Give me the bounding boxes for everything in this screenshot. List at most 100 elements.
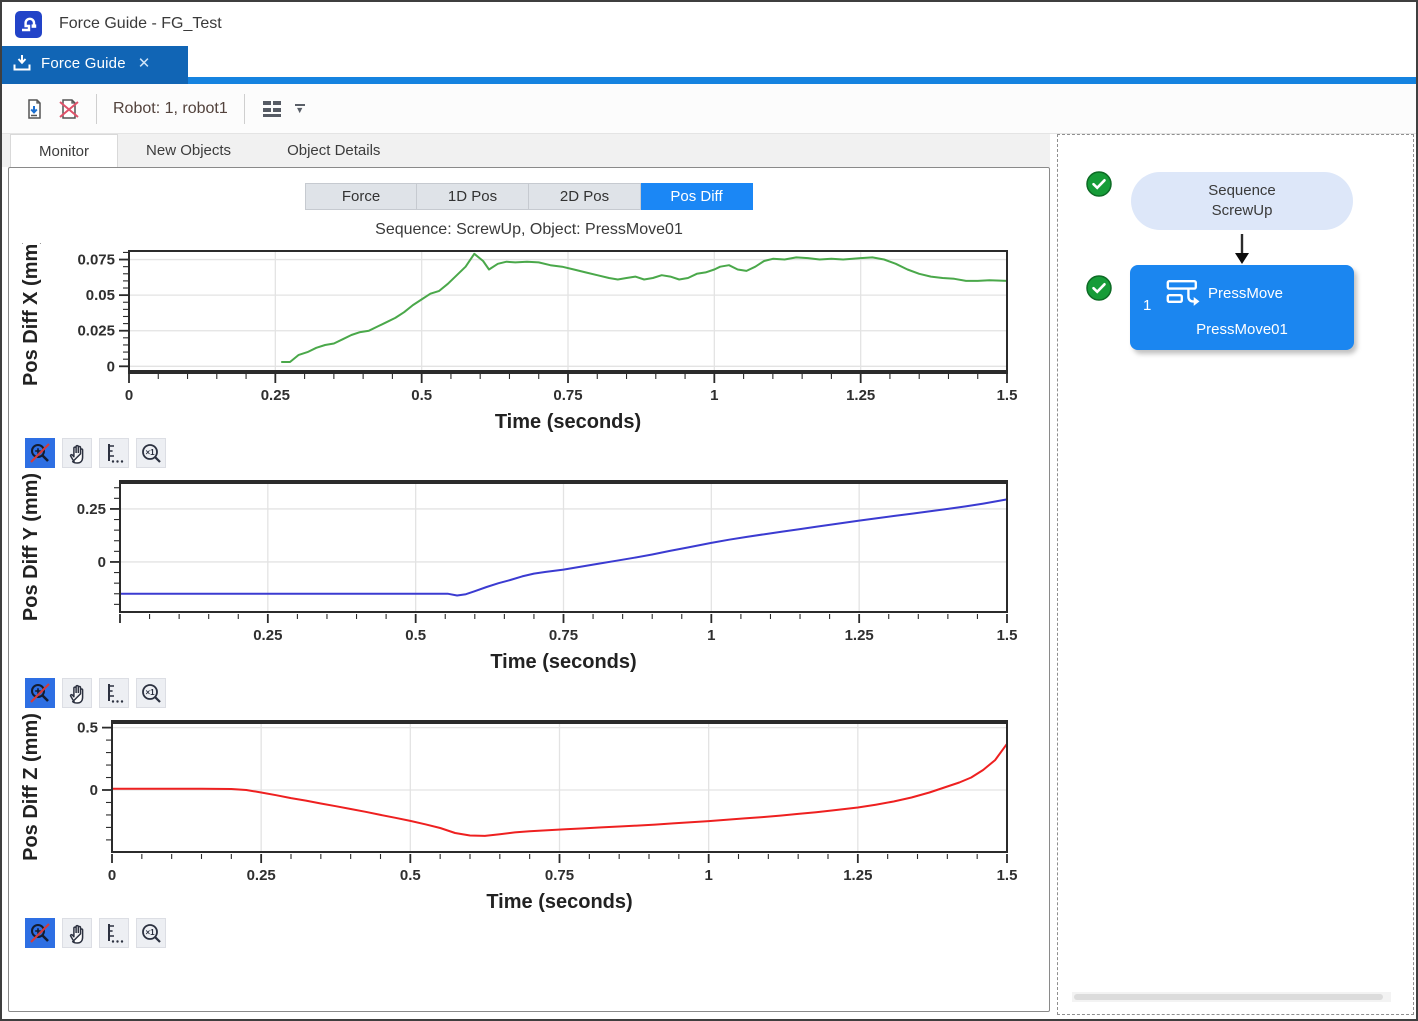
- zoom-disabled-icon: [28, 441, 52, 465]
- svg-text:1.5: 1.5: [997, 387, 1018, 404]
- horizontal-scrollbar[interactable]: [1072, 992, 1391, 1002]
- chevron-down-icon: ▼: [295, 107, 304, 113]
- download-icon: [12, 54, 32, 72]
- axis-scale-button[interactable]: [99, 678, 129, 708]
- axis-scale-button[interactable]: [99, 438, 129, 468]
- axis-scale-button[interactable]: [99, 918, 129, 948]
- svg-text:0: 0: [108, 867, 116, 884]
- step-check-icon: [1086, 275, 1112, 301]
- sequence-flow-panel: Sequence ScrewUp 1: [1057, 134, 1414, 1015]
- document-import-icon: [23, 97, 47, 121]
- view-tab-force[interactable]: Force: [305, 183, 417, 210]
- zoom-x1-icon: ×1: [139, 441, 163, 465]
- svg-text:×1: ×1: [145, 928, 155, 937]
- zoom-mode-button[interactable]: [25, 438, 55, 468]
- delete-data-button[interactable]: [52, 92, 86, 126]
- hand-icon: [65, 921, 89, 945]
- zoom-disabled-icon: [28, 681, 52, 705]
- svg-text:0.25: 0.25: [247, 867, 276, 884]
- close-tab-icon[interactable]: ✕: [138, 54, 151, 72]
- document-delete-icon: [56, 97, 82, 121]
- pan-button[interactable]: [62, 678, 92, 708]
- save-data-button[interactable]: [18, 92, 52, 126]
- monitor-panel: Force 1D Pos 2D Pos Pos Diff Sequence: S…: [8, 167, 1050, 1012]
- view-tab-group: Force 1D Pos 2D Pos Pos Diff: [9, 183, 1049, 210]
- doc-tab-label: Force Guide: [41, 55, 126, 72]
- svg-text:1.25: 1.25: [845, 627, 874, 644]
- svg-text:0.5: 0.5: [411, 387, 432, 404]
- svg-text:0.5: 0.5: [400, 867, 421, 884]
- hand-icon: [65, 681, 89, 705]
- pan-button[interactable]: [62, 438, 92, 468]
- scrollbar-thumb[interactable]: [1074, 994, 1383, 1000]
- svg-text:1: 1: [707, 627, 715, 644]
- svg-text:×1: ×1: [145, 448, 155, 457]
- flow-arrow-icon: [1231, 232, 1253, 266]
- tab-object-details[interactable]: Object Details: [259, 134, 408, 167]
- tab-monitor[interactable]: Monitor: [10, 134, 118, 167]
- svg-text:0.5: 0.5: [405, 627, 426, 644]
- step-name-label: PressMove01: [1130, 321, 1354, 338]
- toolbar: Robot: 1, robot1 ▼: [2, 84, 1416, 134]
- sequence-node-title: Sequence: [1208, 181, 1276, 201]
- robot-arm-icon: [19, 15, 38, 34]
- svg-text:Time (seconds): Time (seconds): [495, 411, 641, 433]
- force-guide-window: Force Guide - FG_Test Force Guide ✕: [0, 0, 1418, 1021]
- svg-text:Time (seconds): Time (seconds): [490, 651, 636, 673]
- document-tab-strip: Force Guide ✕: [2, 46, 1416, 84]
- svg-text:1.25: 1.25: [843, 867, 872, 884]
- svg-text:0.075: 0.075: [77, 252, 115, 269]
- svg-text:0.75: 0.75: [549, 627, 578, 644]
- chart-x-zoom-toolbar: ×1: [25, 438, 1049, 468]
- step-type-label: PressMove: [1208, 285, 1283, 302]
- ruler-axis-icon: [102, 921, 126, 945]
- zoom-reset-button[interactable]: ×1: [136, 918, 166, 948]
- sequence-check-icon: [1086, 171, 1112, 197]
- view-tab-2d-pos[interactable]: 2D Pos: [529, 183, 641, 210]
- pressmove-node[interactable]: 1 PressMove PressMove01: [1130, 265, 1354, 350]
- zoom-mode-button[interactable]: [25, 918, 55, 948]
- zoom-x1-icon: ×1: [139, 921, 163, 945]
- zoom-reset-button[interactable]: ×1: [136, 678, 166, 708]
- view-tab-pos-diff[interactable]: Pos Diff: [641, 183, 753, 210]
- zoom-reset-button[interactable]: ×1: [136, 438, 166, 468]
- chart-subtitle: Sequence: ScrewUp, Object: PressMove01: [9, 221, 1049, 239]
- svg-text:Pos Diff Z (mm): Pos Diff Z (mm): [20, 714, 42, 861]
- svg-text:0.025: 0.025: [77, 323, 115, 340]
- nav-tab-strip: Monitor New Objects Object Details: [2, 134, 1050, 167]
- svg-text:0: 0: [125, 387, 133, 404]
- zoom-mode-button[interactable]: [25, 678, 55, 708]
- zoom-disabled-icon: [28, 921, 52, 945]
- svg-text:0.5: 0.5: [77, 720, 98, 737]
- sequence-node[interactable]: Sequence ScrewUp: [1131, 172, 1353, 230]
- svg-text:0.05: 0.05: [86, 287, 115, 304]
- window-title: Force Guide - FG_Test: [59, 15, 222, 33]
- svg-text:0: 0: [107, 358, 115, 375]
- chart-y-zoom-toolbar: ×1: [25, 678, 1049, 708]
- pos-diff-z-chart: 00.250.50.7511.251.500.5Pos Diff Z (mm)T…: [11, 714, 1045, 916]
- robot-label: Robot: 1, robot1: [107, 100, 234, 118]
- view-tab-1d-pos[interactable]: 1D Pos: [417, 183, 529, 210]
- tab-force-guide[interactable]: Force Guide ✕: [2, 46, 188, 84]
- ruler-axis-icon: [102, 441, 126, 465]
- toolbar-separator: [96, 94, 97, 124]
- layout-button[interactable]: [255, 92, 289, 126]
- pos-diff-x-chart: 00.250.50.7511.251.500.0250.050.075Pos D…: [11, 243, 1045, 436]
- zoom-x1-icon: ×1: [139, 681, 163, 705]
- toolbar-overflow-button[interactable]: ▼: [295, 104, 305, 113]
- svg-text:0.25: 0.25: [253, 627, 282, 644]
- title-bar: Force Guide - FG_Test: [2, 2, 1416, 46]
- svg-text:0: 0: [98, 554, 106, 571]
- svg-text:Pos Diff Y (mm): Pos Diff Y (mm): [20, 474, 42, 621]
- tab-new-objects[interactable]: New Objects: [118, 134, 259, 167]
- press-move-icon: [1166, 279, 1202, 307]
- pan-button[interactable]: [62, 918, 92, 948]
- chart-z-zoom-toolbar: ×1: [25, 918, 1049, 948]
- tile-windows-icon: [260, 97, 284, 121]
- svg-text:1: 1: [704, 867, 712, 884]
- sequence-node-name: ScrewUp: [1212, 201, 1273, 221]
- app-icon: [15, 11, 42, 38]
- svg-text:0.25: 0.25: [77, 501, 106, 518]
- step-index: 1: [1143, 297, 1151, 314]
- svg-text:1.25: 1.25: [846, 387, 875, 404]
